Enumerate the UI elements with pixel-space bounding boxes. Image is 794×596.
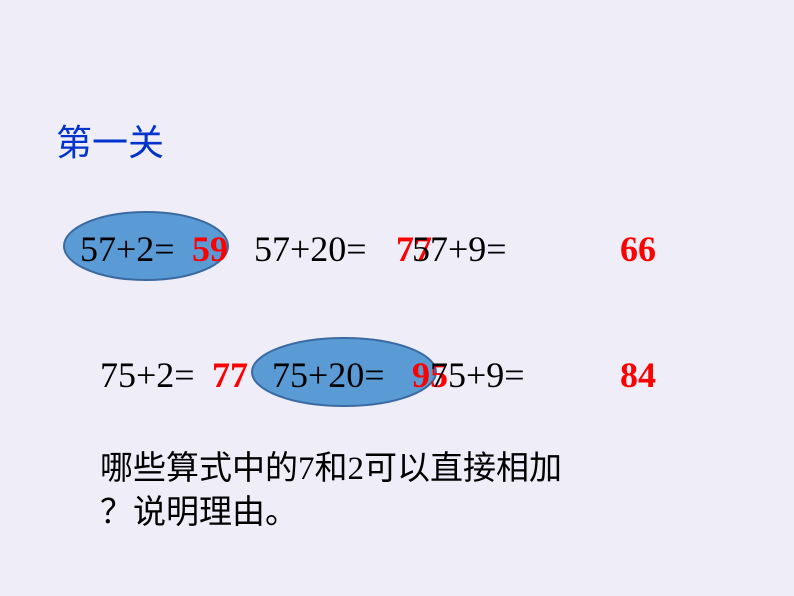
answer-r1-c3: 66 xyxy=(620,228,656,270)
expr-r2-c3: 75+9= xyxy=(430,354,525,396)
expr-r2-c2: 75+20= xyxy=(272,354,385,396)
expr-r2-c1: 75+2= xyxy=(100,354,195,396)
question-line2: ？说明理由。 xyxy=(100,490,298,536)
question-line1: 哪些算式中的7和2可以直接相加 xyxy=(100,446,562,492)
expr-r1-c3: 57+9= xyxy=(412,228,507,270)
section-title: 第一关 xyxy=(56,114,164,166)
answer-r2-c1: 77 xyxy=(212,354,248,396)
answer-r2-c3: 84 xyxy=(620,354,656,396)
answer-r1-c1: 59 xyxy=(192,228,228,270)
expr-r1-c2: 57+20= xyxy=(254,228,367,270)
expr-r1-c1: 57+2= xyxy=(80,228,175,270)
